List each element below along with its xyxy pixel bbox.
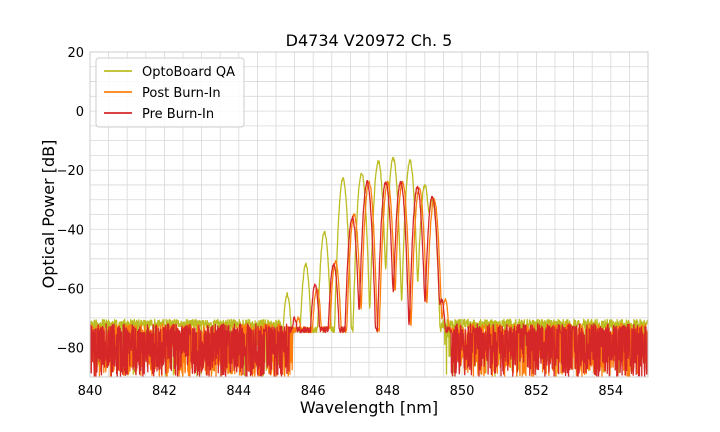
y-ticks: 20 0 −20 −40 −60 −80 [57, 46, 84, 356]
legend-label-pre-burn-in: Pre Burn-In [142, 107, 214, 122]
y-tick-label: 0 [76, 105, 84, 120]
x-tick-label: 840 [78, 384, 103, 399]
x-ticks: 840 842 844 846 848 850 852 854 [78, 384, 624, 399]
y-tick-label: −20 [57, 164, 84, 179]
legend: OptoBoard QA Post Burn-In Pre Burn-In [95, 57, 245, 128]
x-axis-label: Wavelength [nm] [300, 398, 438, 417]
x-tick-label: 852 [524, 384, 549, 399]
y-tick-label: −60 [57, 282, 84, 297]
series-layer [90, 156, 648, 377]
x-tick-label: 850 [450, 384, 475, 399]
x-tick-label: 842 [152, 384, 177, 399]
x-tick-label: 844 [226, 384, 251, 399]
legend-box [95, 57, 245, 128]
y-tick-label: 20 [67, 46, 84, 61]
series-line-pre-burn-in [90, 179, 648, 377]
x-tick-label: 854 [598, 384, 623, 399]
legend-label-optoboard-qa: OptoBoard QA [142, 65, 235, 80]
legend-label-post-burn-in: Post Burn-In [142, 86, 221, 101]
x-tick-label: 846 [301, 384, 326, 399]
y-tick-label: −40 [57, 223, 84, 238]
x-tick-label: 848 [375, 384, 400, 399]
plot-frame [89, 51, 649, 378]
y-axis-label: Optical Power [dB] [39, 140, 58, 289]
y-tick-label: −80 [57, 341, 84, 356]
chart-title: D4734 V20972 Ch. 5 [286, 31, 453, 50]
